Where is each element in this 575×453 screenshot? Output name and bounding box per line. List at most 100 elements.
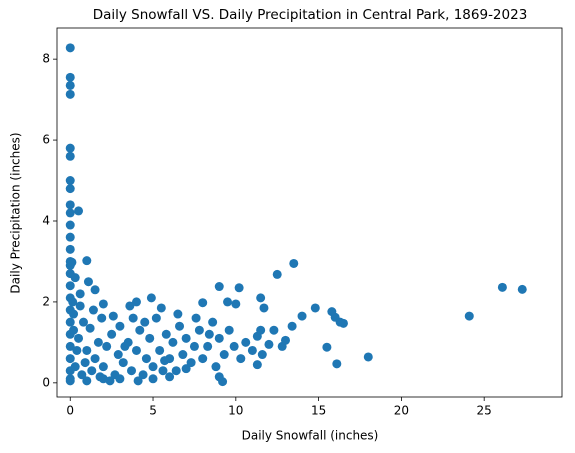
point: [75, 301, 85, 311]
y-tick-label: 6: [42, 133, 50, 147]
point: [80, 358, 90, 368]
point: [65, 281, 75, 291]
point: [203, 341, 213, 351]
point: [241, 337, 251, 347]
point: [280, 335, 290, 345]
point: [135, 325, 145, 335]
point: [155, 345, 165, 355]
point: [107, 329, 117, 339]
point: [131, 345, 141, 355]
x-tick-label: 20: [394, 404, 409, 418]
point: [156, 303, 166, 313]
point: [219, 350, 229, 360]
point: [257, 350, 267, 360]
point: [69, 325, 79, 335]
point: [289, 258, 299, 268]
point: [78, 317, 88, 327]
x-tick-label: 10: [228, 404, 243, 418]
point: [65, 43, 75, 53]
point: [90, 354, 100, 364]
chart-title: Daily Snowfall VS. Daily Precipitation i…: [93, 7, 528, 23]
point: [74, 206, 84, 216]
x-tick-label: 0: [66, 404, 74, 418]
point: [120, 341, 130, 351]
point: [88, 305, 98, 315]
point: [90, 285, 100, 295]
point: [69, 309, 79, 319]
point: [229, 341, 239, 351]
point: [173, 309, 183, 319]
point: [128, 313, 138, 323]
y-tick-label: 0: [42, 375, 50, 389]
point: [65, 376, 75, 386]
point: [65, 200, 75, 210]
point: [70, 273, 80, 283]
point: [65, 244, 75, 254]
point: [363, 352, 373, 362]
point: [97, 313, 107, 323]
point: [223, 297, 233, 307]
point: [158, 366, 168, 376]
point: [83, 277, 93, 287]
point: [138, 370, 148, 380]
x-tick-label: 5: [149, 404, 157, 418]
point: [256, 293, 266, 303]
point: [65, 354, 75, 364]
point: [148, 374, 158, 384]
point: [247, 345, 257, 355]
point: [208, 317, 218, 327]
point: [115, 321, 125, 331]
point: [464, 311, 474, 321]
point: [214, 333, 224, 343]
point: [108, 311, 118, 321]
y-tick-label: 4: [42, 213, 50, 227]
point: [171, 366, 181, 376]
point: [68, 297, 78, 307]
point: [82, 256, 92, 266]
point: [287, 321, 297, 331]
point: [65, 89, 75, 99]
point: [82, 345, 92, 355]
point: [186, 358, 196, 368]
point: [322, 342, 332, 352]
x-tick-label: 15: [311, 404, 326, 418]
point: [113, 350, 123, 360]
point: [198, 298, 208, 308]
point: [65, 208, 75, 218]
point: [191, 313, 201, 323]
point: [272, 269, 282, 279]
point: [178, 350, 188, 360]
point: [181, 333, 191, 343]
point: [65, 151, 75, 161]
point: [141, 354, 151, 364]
point: [264, 339, 274, 349]
point: [160, 356, 170, 366]
point: [70, 362, 80, 372]
point: [214, 282, 224, 292]
point: [256, 325, 266, 335]
point: [65, 72, 75, 82]
point: [517, 284, 527, 294]
point: [67, 257, 77, 267]
point: [82, 376, 92, 386]
point: [65, 143, 75, 153]
point: [95, 372, 105, 382]
point: [65, 232, 75, 242]
point: [151, 313, 161, 323]
point: [259, 303, 269, 313]
point: [236, 354, 246, 364]
point: [181, 364, 191, 374]
point: [85, 323, 95, 333]
point: [131, 297, 141, 307]
point: [327, 307, 337, 317]
point: [65, 80, 75, 90]
point: [127, 366, 137, 376]
point: [75, 289, 85, 299]
point: [310, 303, 320, 313]
point: [497, 282, 507, 292]
point: [211, 362, 221, 372]
point: [204, 329, 214, 339]
point: [65, 317, 75, 327]
point: [297, 311, 307, 321]
